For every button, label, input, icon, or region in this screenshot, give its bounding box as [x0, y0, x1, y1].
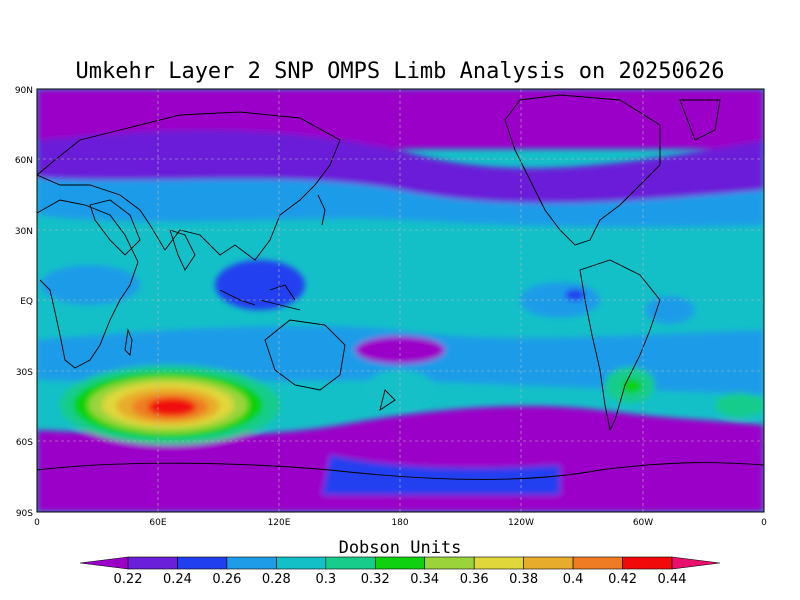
colorbar-segment [424, 556, 475, 570]
lat-tick: EQ [20, 297, 33, 307]
colorbar-segment [473, 556, 524, 570]
lon-tick: 60W [633, 518, 653, 528]
colorbar-label: 0.22 [114, 572, 143, 587]
lat-tick: 90N [15, 86, 33, 96]
colorbar-label: 0.24 [163, 572, 192, 587]
lon-axis: 0 60E 120E 180 120W 60W 0 [34, 518, 767, 528]
lat-tick: 60S [16, 438, 33, 448]
lon-tick: 60E [149, 518, 166, 528]
lon-tick: 120W [508, 518, 534, 528]
colorbar-segment [226, 556, 277, 570]
colorbar-label: 0.42 [608, 572, 637, 587]
lon-tick: 120E [268, 518, 291, 528]
colorbar-segment [622, 556, 673, 570]
colorbar-label: 0.28 [262, 572, 291, 587]
colorbar-label: 0.36 [460, 572, 489, 587]
colorbar-label: 0.32 [361, 572, 390, 587]
colorbar-segment [374, 556, 426, 570]
colorbar-segment [276, 556, 327, 570]
colorbar-title: Dobson Units [339, 538, 462, 558]
colorbar-label: 0.34 [410, 572, 439, 587]
lat-axis: 90N 60N 30N EQ 30S 60S 90S [15, 86, 33, 519]
ozone-field [37, 89, 764, 512]
lat-tick: 30N [15, 227, 33, 237]
colorbar-segment [671, 556, 721, 570]
lat-tick: 60N [15, 156, 33, 166]
colorbar-label: 0.38 [509, 572, 538, 587]
colorbar-segment [127, 556, 178, 570]
colorbar-label: 0.26 [212, 572, 241, 587]
map-frame [36, 88, 765, 513]
colorbar: 0.22 0.24 0.26 0.28 0.3 0.32 0.34 0.36 0.38 0.4 0.… [79, 556, 721, 587]
colorbar-segment [79, 556, 129, 570]
lon-tick: 0 [34, 518, 40, 528]
colorbar-label: 0.4 [563, 572, 584, 587]
lat-tick: 90S [16, 509, 33, 519]
lat-tick: 30S [16, 368, 33, 378]
lon-tick: 180 [391, 518, 408, 528]
map-title: Umkehr Layer 2 SNP OMPS Limb Analysis on… [75, 59, 724, 84]
colorbar-segment [177, 556, 228, 570]
colorbar-segment [572, 556, 623, 570]
graticule [37, 89, 764, 512]
colorbar-segment [325, 556, 376, 570]
lon-tick: 0 [761, 518, 767, 528]
colorbar-label: 0.44 [658, 572, 687, 587]
colorbar-segment [523, 556, 574, 570]
coastlines [37, 94, 764, 480]
colorbar-label: 0.3 [315, 572, 336, 587]
